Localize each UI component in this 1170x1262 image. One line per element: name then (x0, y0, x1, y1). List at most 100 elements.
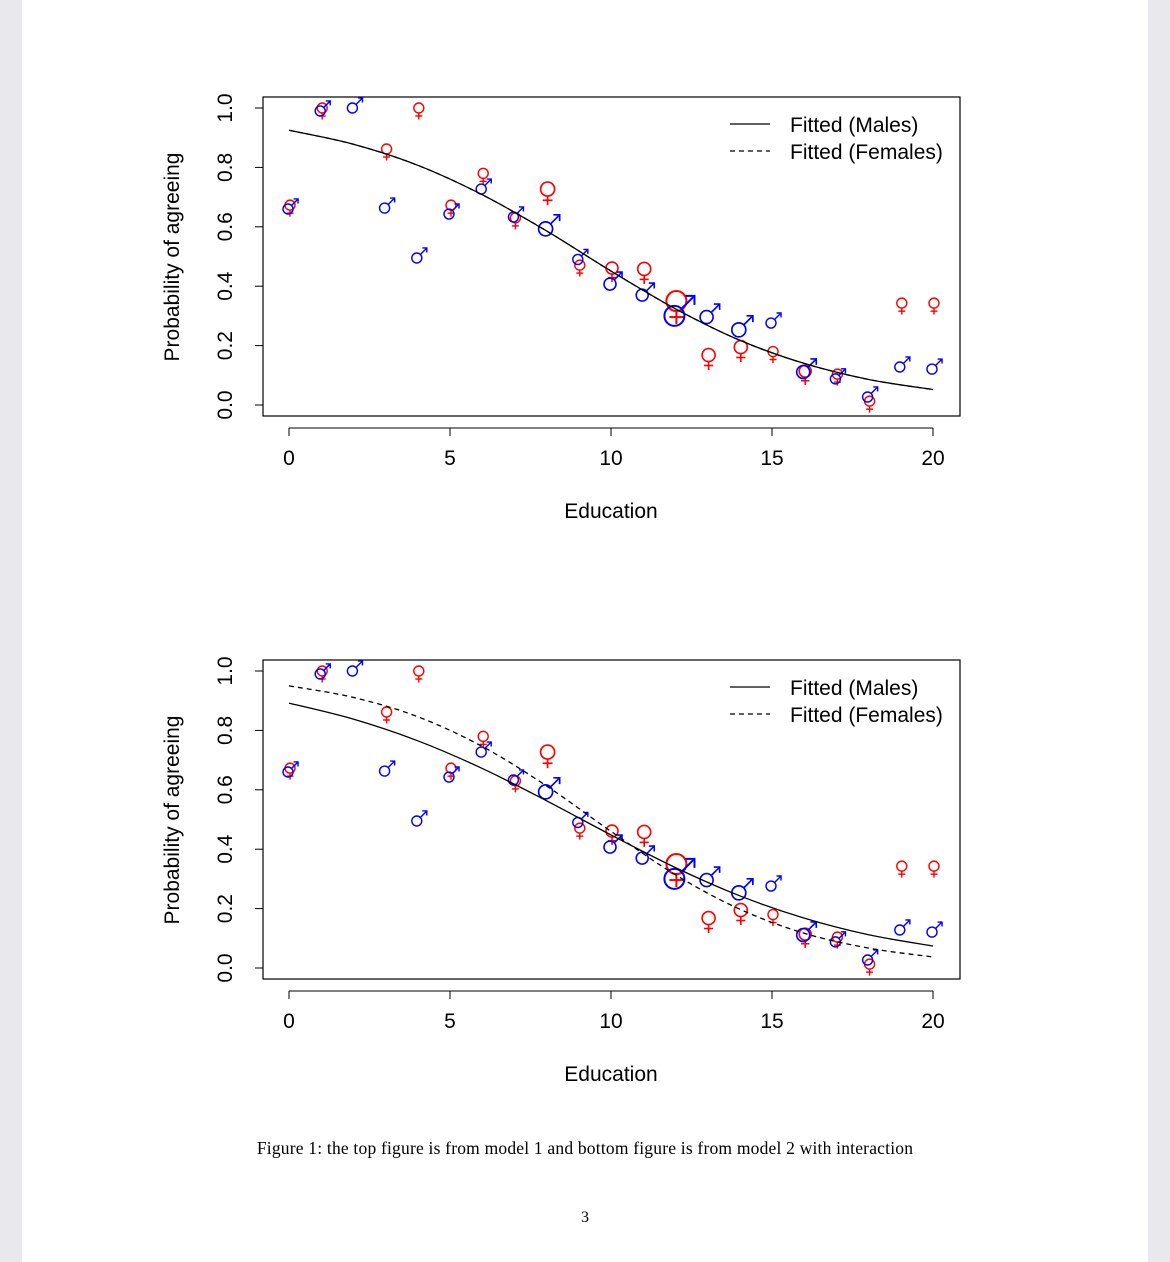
male-symbol-arrow (645, 845, 655, 855)
male-symbol-arrow (549, 777, 561, 788)
female-point (733, 339, 749, 363)
male-symbol-arrow (419, 810, 428, 818)
male-point (795, 921, 818, 943)
male-point (378, 760, 396, 777)
male-symbol-circle (537, 221, 554, 237)
male-symbol-circle (537, 784, 554, 800)
legend: Fitted (Males) Fitted (Females) (730, 114, 943, 164)
male-symbol-arrow (870, 386, 879, 394)
male-symbol-arrowhead (293, 761, 299, 767)
legend-label: Fitted (Males) (790, 114, 918, 137)
male-symbol-arrow (902, 356, 911, 364)
male-symbol-arrowhead (616, 271, 623, 278)
male-symbol-circle (282, 766, 294, 778)
male-symbol-arrow (549, 214, 561, 225)
female-point (701, 910, 716, 934)
male-symbol-circle (829, 373, 842, 385)
x-tick-label: 0 (283, 1010, 295, 1033)
male-symbol-circle (730, 322, 747, 338)
female-point (477, 167, 489, 185)
male-symbol-arrow (452, 766, 460, 774)
male-point (663, 857, 696, 890)
x-tick-label: 15 (760, 1010, 783, 1033)
female-point (574, 822, 586, 840)
male-symbol-circle (411, 815, 423, 827)
female-symbol-circle (636, 824, 652, 840)
y-tick-label: 0.0 (214, 953, 237, 982)
male-symbol-arrowhead (422, 810, 428, 816)
male-symbol-circle (861, 954, 874, 966)
x-tick-label: 0 (283, 447, 295, 470)
x-tick-label: 5 (444, 1010, 456, 1033)
y-tick-label: 0.2 (214, 894, 237, 923)
male-symbol-arrow (387, 197, 396, 206)
x-tick-label: 15 (760, 447, 783, 470)
male-symbol-circle (894, 361, 906, 373)
female-symbol-circle (574, 822, 586, 834)
male-symbol-circle (861, 391, 874, 403)
female-point (413, 102, 425, 120)
female-point (413, 665, 425, 683)
male-symbol-arrow (291, 761, 299, 769)
male-symbol-arrowhead (746, 877, 754, 886)
male-symbol-arrow (838, 931, 846, 939)
male-symbol-arrow (935, 358, 943, 367)
male-point (443, 203, 460, 220)
male-symbol-circle (699, 872, 714, 888)
male-symbol-circle (507, 774, 520, 786)
male-point (926, 358, 943, 375)
male-symbol-circle (572, 253, 584, 266)
male-symbol-arrowhead (713, 303, 721, 310)
chart-2: 0.0 0.2 0.4 0.6 0.8 1.0 0 5 10 15 20 Education Proba… (161, 656, 961, 1086)
x-tick-label: 5 (444, 447, 456, 470)
male-symbol-arrowhead (905, 356, 911, 362)
male-symbol-circle (635, 288, 649, 302)
male-symbol-arrowhead (454, 766, 460, 772)
male-symbol-arrowhead (776, 312, 782, 318)
male-symbol-arrowhead (583, 248, 589, 254)
male-point (894, 356, 911, 373)
female-point (733, 902, 749, 926)
legend-label: Fitted (Females) (790, 704, 943, 727)
male-point (765, 312, 782, 329)
male-point (507, 206, 525, 223)
male-symbol-arrow (870, 949, 879, 957)
male-symbol-arrowhead (648, 282, 656, 289)
male-symbol-arrowhead (905, 919, 911, 925)
male-symbol-arrowhead (518, 769, 525, 775)
male-symbol-circle (378, 765, 391, 777)
male-point (926, 921, 943, 938)
male-symbol-circle (346, 665, 359, 677)
male-symbol-arrowhead (486, 741, 492, 747)
male-symbol-arrow (516, 769, 524, 777)
male-symbol-circle (475, 746, 487, 758)
male-symbol-circle (765, 880, 777, 892)
y-tick-label: 0.8 (214, 153, 237, 182)
male-point (663, 294, 696, 327)
female-point (636, 824, 652, 847)
male-symbol-arrowhead (937, 358, 943, 364)
male-symbol-circle (411, 252, 423, 264)
female-point (665, 290, 688, 325)
male-symbol-arrowhead (293, 198, 299, 204)
male-symbol-arrowhead (873, 386, 879, 392)
male-symbol-circle (663, 867, 686, 890)
male-symbol-arrowhead (840, 931, 847, 937)
female-symbol-circle (574, 259, 586, 271)
female-point (928, 297, 940, 315)
male-symbol-circle (314, 105, 326, 117)
female-point (380, 706, 393, 724)
male-point (411, 810, 428, 827)
male-symbol-arrowhead (325, 663, 331, 669)
female-point (896, 297, 908, 315)
male-symbol-circle (443, 771, 455, 783)
male-point (411, 247, 428, 264)
male-symbol-arrowhead (553, 213, 561, 222)
male-symbol-arrow (580, 811, 589, 820)
male-symbol-circle (443, 208, 455, 220)
female-symbol-circle (701, 910, 716, 926)
male-point (699, 866, 721, 888)
female-symbol-circle (539, 181, 556, 197)
y-tick-label: 1.0 (214, 656, 237, 685)
male-symbol-arrow (935, 921, 943, 930)
